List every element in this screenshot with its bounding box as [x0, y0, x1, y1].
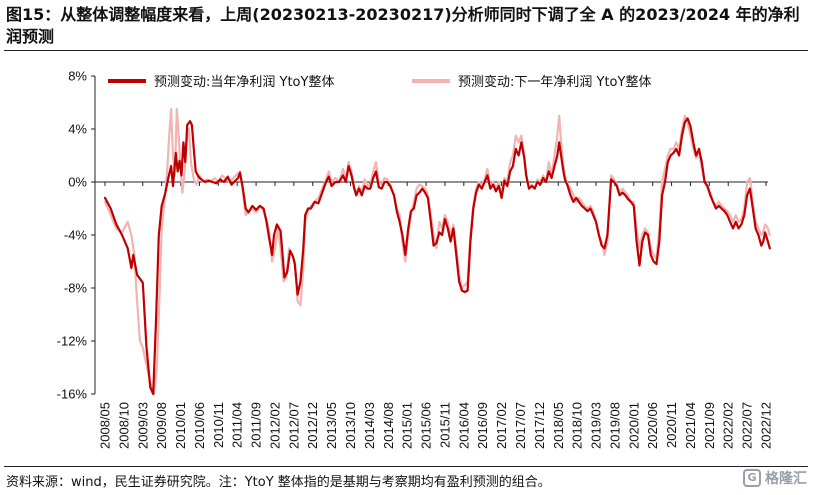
- x-tick-label: 2017/07: [513, 402, 528, 449]
- chart-legend: 预测变动:当年净利润 YtoY整体 预测变动:下一年净利润 YtoY整体: [108, 74, 651, 90]
- chart-title: 图15：从整体调整幅度来看，上周(20230213-20230217)分析师同时…: [6, 5, 800, 46]
- x-tick-label: 2010/11: [211, 402, 226, 448]
- x-tick-label: 2012/12: [305, 402, 320, 449]
- x-tick-label: 2017/12: [532, 402, 547, 449]
- x-tick-label: 2022/12: [759, 402, 774, 449]
- x-tick-label: 2021/04: [683, 402, 698, 449]
- y-tick-label: 4%: [68, 122, 87, 137]
- source-note: 资料来源：wind，民生证券研究院。注：YtoY 整体指的是基期与考察期均有盈利…: [6, 475, 551, 490]
- x-tick-label: 2012/02: [267, 402, 282, 449]
- chart-axes: 8% 4% 0% -4% -8% -12% -16% 2008/05 2008/10 2009/0…: [57, 69, 774, 450]
- x-tick-label: 2020/06: [645, 402, 660, 449]
- x-tick-label: 2013/10: [343, 402, 358, 449]
- title-divider: [4, 50, 808, 51]
- watermark: G 格隆汇: [743, 468, 807, 488]
- x-tick-label: 2010/01: [173, 402, 188, 449]
- x-tick-label: 2016/09: [475, 402, 490, 449]
- x-tick-label: 2011/04: [230, 402, 245, 448]
- series-line-1: [103, 108, 771, 396]
- x-tick-label: 2020/01: [626, 402, 641, 449]
- x-tick-label: 2014/03: [362, 402, 377, 449]
- y-tick-label: -16%: [57, 387, 88, 402]
- x-tick-label: 2016/04: [456, 402, 471, 449]
- x-tick-label: 2008/10: [116, 402, 131, 449]
- series-line-0: [103, 117, 771, 396]
- y-tick-label: 8%: [68, 69, 87, 84]
- x-tick-label: 2018/05: [551, 402, 566, 449]
- x-tick-label: 2011/09: [249, 402, 264, 448]
- x-tick-label: 2010/06: [192, 402, 207, 449]
- y-tick-label: 0%: [68, 175, 87, 190]
- chart-series: [103, 108, 771, 396]
- x-tick-label: 2019/03: [589, 402, 604, 449]
- x-tick-label: 2009/08: [154, 402, 169, 449]
- y-tick-label: -8%: [64, 281, 88, 296]
- x-tick-label: 2013/05: [324, 402, 339, 449]
- y-tick-label: -12%: [57, 334, 88, 349]
- legend-label-0: 预测变动:当年净利润 YtoY整体: [154, 74, 334, 90]
- watermark-text: 格隆汇: [765, 471, 807, 487]
- line-chart: 8% 4% 0% -4% -8% -12% -16% 2008/05 2008/10 2009/0…: [57, 69, 774, 450]
- y-tick-label: -4%: [64, 228, 88, 243]
- watermark-logo-icon: G: [743, 469, 761, 487]
- x-tick-label: 2012/07: [286, 402, 301, 449]
- source-divider: [4, 466, 808, 467]
- x-tick-label: 2022/07: [740, 402, 755, 449]
- x-tick-label: 2018/10: [570, 402, 585, 449]
- x-tick-label: 2015/06: [419, 402, 434, 449]
- x-tick-label: 2017/02: [494, 402, 509, 449]
- x-tick-label: 2022/02: [721, 402, 736, 449]
- x-tick-label: 2019/08: [607, 402, 622, 449]
- x-tick-label: 2008/05: [98, 402, 113, 449]
- x-tick-label: 2021/09: [702, 402, 717, 449]
- x-tick-label: 2020/11: [664, 402, 679, 448]
- legend-label-1: 预测变动:下一年净利润 YtoY整体: [458, 74, 651, 90]
- x-tick-label: 2014/08: [381, 402, 396, 449]
- x-tick-label: 2015/11: [437, 402, 452, 448]
- x-tick-label: 2009/03: [135, 402, 150, 449]
- x-tick-label: 2015/01: [400, 402, 415, 449]
